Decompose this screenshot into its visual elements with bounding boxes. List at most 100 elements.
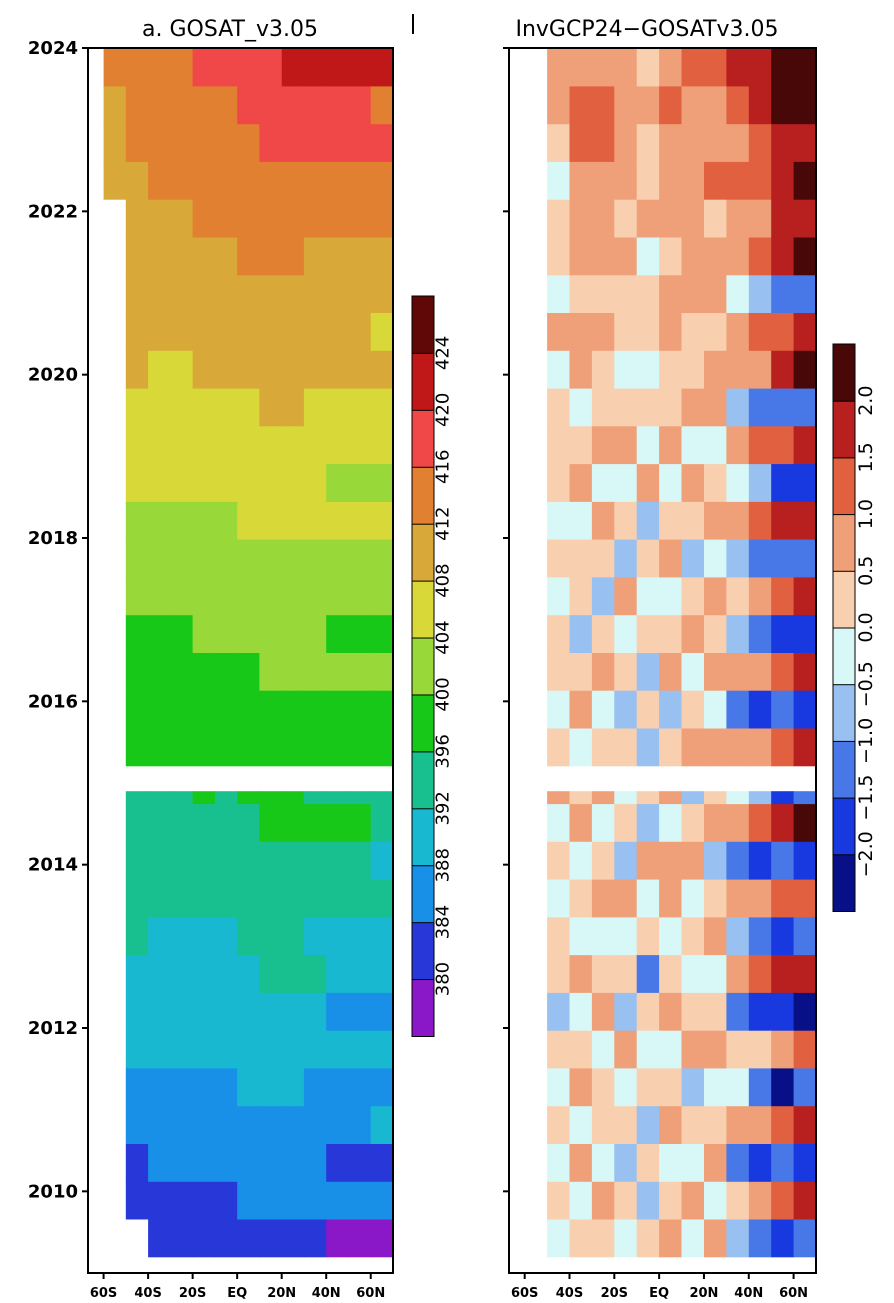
- heatmap-cell: [281, 274, 305, 313]
- heatmap-cell: [659, 463, 683, 502]
- heatmap-cell: [170, 803, 194, 842]
- heatmap-cell: [771, 123, 795, 162]
- heatmap-cell: [547, 123, 571, 162]
- heatmap-cell: [614, 48, 638, 87]
- heatmap-cell: [547, 539, 571, 578]
- heatmap-cell: [303, 161, 327, 200]
- heatmap-cell: [704, 803, 727, 842]
- heatmap-cell: [793, 48, 817, 87]
- heatmap-cell: [192, 123, 216, 162]
- heatmap-cell: [148, 85, 171, 125]
- colorbar-swatch: [411, 295, 435, 354]
- heatmap-cell: [591, 1218, 615, 1258]
- heatmap-cell: [214, 463, 238, 502]
- heatmap-cell: [771, 1143, 795, 1182]
- heatmap-cell: [170, 1143, 194, 1182]
- heatmap-cell: [170, 652, 194, 691]
- heatmap-cell: [148, 791, 171, 805]
- heatmap-cell: [348, 274, 372, 313]
- heatmap-cell: [125, 123, 149, 162]
- heatmap-cell: [370, 463, 394, 502]
- heatmap-cell: [614, 274, 638, 313]
- heatmap-cell: [348, 841, 372, 880]
- heatmap-cell: [281, 652, 305, 691]
- heatmap-cell: [303, 236, 327, 276]
- heatmap-cell: [326, 236, 350, 276]
- heatmap-cell: [326, 791, 350, 805]
- heatmap-cell: [636, 1030, 660, 1069]
- heatmap-cell: [192, 916, 216, 956]
- heatmap-cell: [370, 841, 394, 880]
- heatmap-cell: [326, 727, 350, 767]
- heatmap-cell: [192, 236, 216, 276]
- heatmap-cell: [748, 236, 772, 276]
- heatmap-cell: [748, 690, 772, 729]
- heatmap-cell: [793, 463, 817, 502]
- heatmap-cell: [659, 48, 683, 87]
- heatmap-cell: [569, 652, 593, 691]
- heatmap-cell: [771, 387, 795, 427]
- heatmap-cell: [569, 727, 593, 767]
- heatmap-cell: [547, 954, 571, 993]
- heatmap-cell: [704, 236, 727, 276]
- panel-b-title: InvGCP24−GOSATv3.05: [515, 17, 778, 42]
- colorbar-label: 396: [433, 734, 454, 768]
- heatmap-cell: [214, 199, 238, 238]
- heatmap-cell: [125, 48, 149, 87]
- heatmap-cell: [214, 1181, 238, 1220]
- heatmap-cell: [748, 387, 772, 427]
- heatmap-cell: [771, 501, 795, 540]
- heatmap-cell: [303, 199, 327, 238]
- x-tick-label: 20N: [267, 1286, 296, 1301]
- heatmap-cell: [237, 1105, 261, 1144]
- heatmap-cell: [591, 85, 615, 125]
- heatmap-cell: [636, 690, 660, 729]
- heatmap-cell: [569, 199, 593, 238]
- heatmap-cell: [348, 123, 372, 162]
- heatmap-cell: [793, 1105, 817, 1144]
- heatmap-cell: [591, 576, 615, 616]
- x-tick-label: EQ: [649, 1286, 669, 1301]
- heatmap-cell: [704, 879, 727, 918]
- heatmap-cell: [793, 1067, 817, 1107]
- heatmap-cell: [591, 803, 615, 842]
- heatmap-cell: [748, 614, 772, 653]
- heatmap-cell: [326, 1105, 350, 1144]
- heatmap-cell: [681, 123, 705, 162]
- colorbar-label: −0.5: [855, 661, 877, 707]
- heatmap-cell: [636, 791, 660, 805]
- heatmap-cell: [370, 199, 394, 238]
- heatmap-cell: [370, 791, 394, 805]
- heatmap-cell: [281, 312, 305, 351]
- heatmap-cell: [771, 576, 795, 616]
- heatmap-cell: [748, 199, 772, 238]
- heatmap-cell: [614, 916, 638, 956]
- heatmap-cell: [726, 425, 750, 465]
- heatmap-cell: [704, 539, 727, 578]
- heatmap-cell: [326, 1067, 350, 1107]
- heatmap-cell: [303, 576, 327, 616]
- heatmap-cell: [348, 199, 372, 238]
- heatmap-cell: [192, 1067, 216, 1107]
- heatmap-cell: [148, 123, 171, 162]
- heatmap-cell: [748, 916, 772, 956]
- heatmap-cell: [281, 803, 305, 842]
- heatmap-cell: [348, 727, 372, 767]
- colorbar-label: 400: [433, 677, 454, 711]
- heatmap-cell: [591, 879, 615, 918]
- heatmap-cell: [614, 803, 638, 842]
- heatmap-cell: [214, 387, 238, 427]
- colorbar-swatch: [411, 693, 435, 753]
- heatmap-cell: [170, 48, 194, 87]
- heatmap-cell: [569, 954, 593, 993]
- heatmap-cell: [170, 123, 194, 162]
- heatmap-cell: [125, 803, 149, 842]
- heatmap-cell: [237, 727, 261, 767]
- heatmap-cell: [704, 1030, 727, 1069]
- heatmap-cell: [214, 501, 238, 540]
- heatmap-cell: [192, 350, 216, 389]
- heatmap-cell: [370, 690, 394, 729]
- heatmap-cell: [636, 954, 660, 993]
- heatmap-cell: [326, 387, 350, 427]
- heatmap-cell: [591, 1067, 615, 1107]
